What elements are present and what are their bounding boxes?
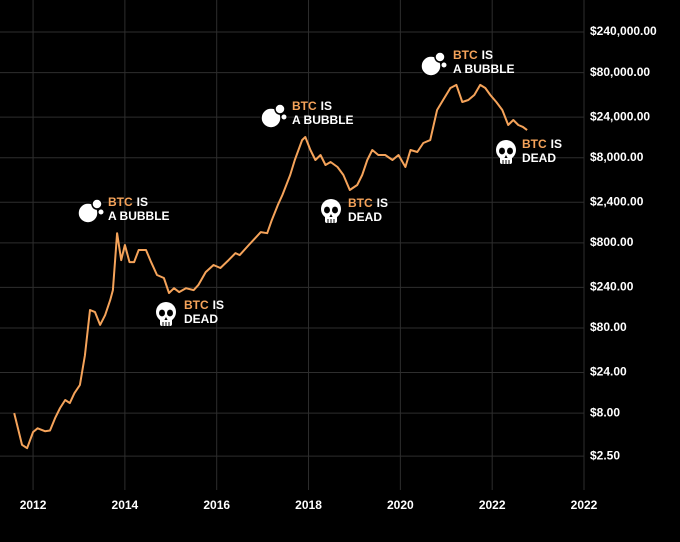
x-tick-label: 2022 <box>571 498 598 512</box>
annotation-text: IS <box>137 195 148 209</box>
skull-icon <box>496 140 516 160</box>
x-tick-label: 2022 <box>479 498 506 512</box>
skull-icon <box>321 199 341 219</box>
bubble-icon <box>91 198 103 210</box>
annotation-text: IS <box>321 99 332 113</box>
x-tick-label: 2012 <box>20 498 47 512</box>
bubble-icon <box>434 51 446 63</box>
y-tick-label: $240,000.00 <box>590 24 657 38</box>
y-tick-label: $800.00 <box>590 235 634 249</box>
bubble-icon <box>97 208 105 216</box>
skull-nose <box>504 155 508 158</box>
bubble-icon <box>280 113 288 121</box>
annotation-line: BTC IS <box>348 196 388 210</box>
annotation-text: IS <box>377 196 388 210</box>
skull-eye <box>332 206 338 214</box>
annotation-line: BTC IS <box>522 137 562 151</box>
annotation-highlight: BTC <box>453 48 478 62</box>
annotation: BTC ISA BUBBLE <box>260 99 354 129</box>
skull-eye <box>159 309 165 317</box>
grid: $2.50 $8.00 $24.00 $80.00 $240.00 $800.00 $2,4… <box>0 0 657 512</box>
y-tick-label: $8,000.00 <box>590 150 644 164</box>
annotation-highlight: BTC <box>292 99 317 113</box>
y-tick-label: $24,000.00 <box>590 109 650 123</box>
y-tick-label: $8.00 <box>590 405 620 419</box>
annotation-line: BTC IS <box>292 99 332 113</box>
annotation: BTC ISA BUBBLE <box>420 48 515 77</box>
y-tick-label: $80,000.00 <box>590 65 650 79</box>
skull-icon <box>156 302 176 322</box>
annotation-line2: DEAD <box>522 151 556 165</box>
bubble-icon <box>274 103 286 115</box>
annotation-highlight: BTC <box>522 137 547 151</box>
annotation-highlight: BTC <box>184 298 209 312</box>
skull-eye <box>167 309 173 317</box>
price-line <box>13 83 528 450</box>
annotation-line: BTC IS <box>453 48 493 62</box>
annotation-line: BTC IS <box>184 298 224 312</box>
annotation-line2: A BUBBLE <box>108 209 170 223</box>
annotation-highlight: BTC <box>348 196 373 210</box>
bubble-icon <box>440 61 448 69</box>
skull-nose <box>164 317 168 320</box>
y-tick-label: $240.00 <box>590 280 634 294</box>
y-tick-label: $2.50 <box>590 448 620 462</box>
x-tick-label: 2016 <box>203 498 230 512</box>
annotation-line2: A BUBBLE <box>292 113 354 127</box>
skull-eye <box>507 147 513 155</box>
annotation-text: IS <box>213 298 224 312</box>
annotation-text: IS <box>551 137 562 151</box>
y-tick-label: $2,400.00 <box>590 194 644 208</box>
y-tick-label: $24.00 <box>590 365 627 379</box>
plot <box>13 83 528 450</box>
annotation-line2: DEAD <box>184 312 218 326</box>
annotation-highlight: BTC <box>108 195 133 209</box>
annotation-line: BTC IS <box>108 195 148 209</box>
x-tick-label: 2018 <box>295 498 322 512</box>
y-tick-label: $80.00 <box>590 320 627 334</box>
x-tick-label: 2014 <box>112 498 139 512</box>
skull-eye <box>324 206 330 214</box>
skull-eye <box>499 147 505 155</box>
annotation: BTC ISA BUBBLE <box>77 195 170 224</box>
annotation-line2: DEAD <box>348 210 382 224</box>
annotation-line2: A BUBBLE <box>453 62 515 76</box>
x-tick-label: 2020 <box>387 498 414 512</box>
annotation-text: IS <box>482 48 493 62</box>
skull-nose <box>329 214 333 217</box>
